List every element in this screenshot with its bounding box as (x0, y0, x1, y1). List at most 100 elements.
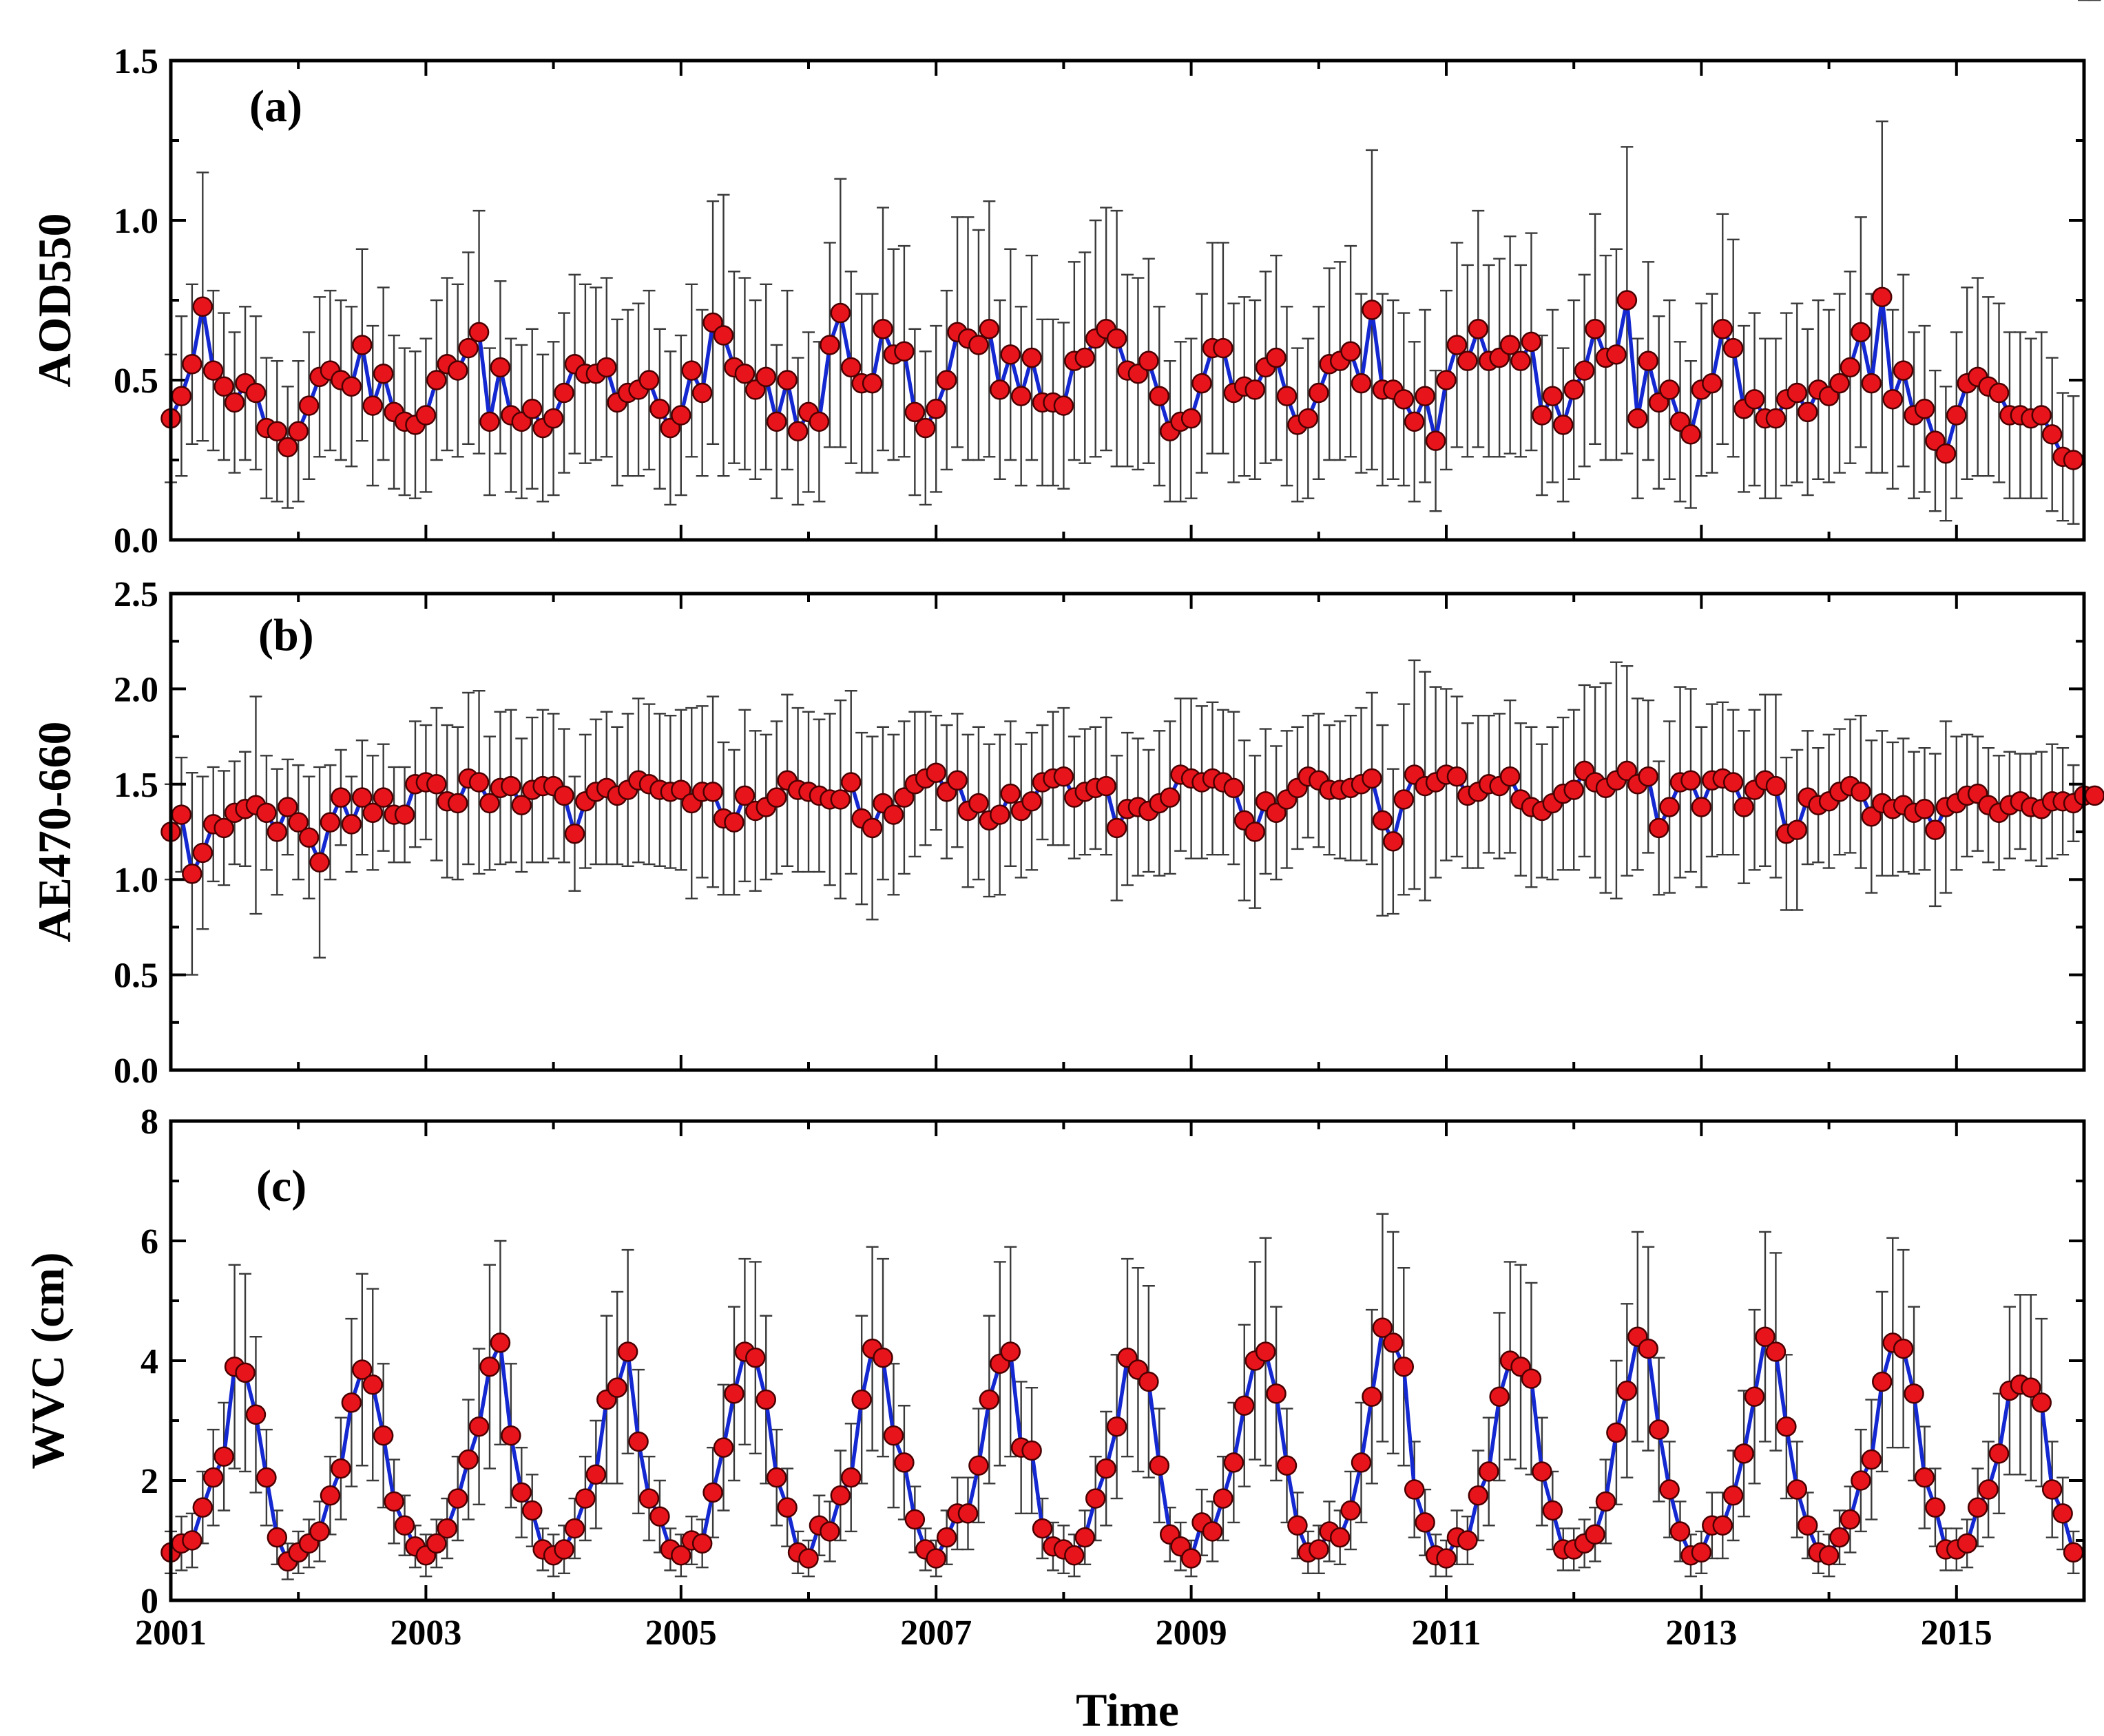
panel-a-data-point (1074, 347, 1096, 368)
panel-a-data-point (1553, 415, 1574, 435)
panel-c-data-point (1722, 1485, 1744, 1506)
panel-b-data-point (968, 793, 989, 814)
panel-c-data-point (1255, 1341, 1276, 1362)
panel-c-data-point (468, 1416, 490, 1437)
panel-c-data-point (309, 1521, 330, 1542)
panel-a-data-point (479, 411, 500, 432)
panel-c-data-point (341, 1392, 362, 1413)
panel-b-data-point (171, 804, 192, 825)
panel-c-data-point (331, 1458, 351, 1479)
panel-b-ytick-label: 0.0 (114, 1052, 158, 1091)
panel-a-data-point (1946, 405, 1967, 426)
panel-a-data-point (1404, 411, 1425, 432)
panel-c-data-point (1988, 1443, 2010, 1464)
panel-a-data-point (2063, 450, 2084, 470)
panel-a-data-point (1893, 360, 1914, 381)
panel-a-data-point (1914, 399, 1935, 419)
panel-b-data-point (1000, 783, 1021, 804)
panel-c-data-point (1489, 1386, 1510, 1407)
panel-c-data-point (691, 1533, 713, 1554)
panel-a-data-point (766, 411, 787, 432)
panel-c-data-point (1595, 1491, 1616, 1512)
panel-c-data-point (1606, 1422, 1627, 1443)
panel-a-data-point (756, 366, 777, 388)
panel-a-data-point (1340, 341, 1361, 362)
panel-b-series-line (169, 768, 2095, 876)
panel-c-data-point (1106, 1416, 1127, 1437)
panel-c-data-point (1659, 1479, 1680, 1500)
panel-c-data-point (798, 1548, 819, 1569)
panel-a-data-point (352, 335, 373, 355)
panel-b-data-point (373, 787, 394, 808)
panel-c-data-point (1276, 1455, 1298, 1476)
panel-a-data-point (1563, 379, 1584, 400)
panel-a-data-point (830, 302, 851, 324)
panel-c-data-point (1776, 1416, 1797, 1437)
panel-a-markers (160, 286, 2084, 470)
panel-a-data-point (1829, 373, 1850, 394)
panel-b-data-point (564, 824, 585, 844)
panel-b-data-point (331, 787, 351, 808)
panel-c-data-point (894, 1452, 915, 1473)
panel-b-data-point (1563, 780, 1584, 800)
panel-c-ytick-label: 0 (140, 1582, 158, 1621)
panel-b-data-point (213, 817, 234, 839)
panel-b-data-point (862, 817, 883, 839)
panel-a-data-point (1638, 351, 1658, 371)
panel-c-data-point (2041, 1479, 2063, 1500)
panel-a-data-point (1542, 386, 1563, 406)
panel-c-data-point (936, 1527, 957, 1548)
panel-b-data-point (1223, 777, 1244, 799)
panel-c-data-point (1457, 1530, 1478, 1551)
panel-a-data-point (873, 319, 893, 339)
panel-b-ytick-label: 1.5 (114, 766, 158, 805)
panel-c-data-point (1213, 1488, 1233, 1509)
panel-b-data-point (352, 787, 373, 808)
panel-c-data-point (1638, 1338, 1658, 1359)
panel-c-data-point (1404, 1479, 1425, 1500)
x-axis-label: Time (1076, 1684, 1179, 1736)
panel-b-data-point (947, 770, 968, 791)
panel-b-ytick-label: 1.0 (114, 861, 158, 900)
panel-b-data-point (1914, 799, 1935, 819)
panel-a-errorbars (165, 120, 2080, 525)
panel-b-data-point (320, 812, 341, 833)
panel-a-data-point (681, 360, 702, 381)
panel-a-data-point (777, 370, 798, 390)
panel-b-data-point (1765, 775, 1787, 797)
panel-c-data-point (926, 1548, 946, 1569)
panel-a-data-point (426, 370, 447, 390)
panel-c-data-point (1436, 1548, 1457, 1569)
panel-b-markers (160, 760, 2104, 884)
panel-b-data-point (468, 772, 490, 793)
panel-a-data-point (362, 395, 383, 416)
panel-b-data-point (1861, 806, 1882, 827)
panel-c-data-point (1085, 1488, 1106, 1509)
panel-b-data-point (1733, 797, 1754, 817)
panel-c-data-point (256, 1467, 277, 1488)
panel-a-data-point (2031, 405, 2052, 426)
panel-c-data-point (1840, 1509, 1861, 1530)
panel-c-data-point (1309, 1539, 1329, 1560)
panel-b-data-point (1372, 810, 1393, 831)
panel-b-data-point (1638, 766, 1658, 787)
panel-a-data-point (213, 376, 234, 397)
panel-b-data-point (554, 785, 574, 806)
panel-a-data-point (1351, 373, 1372, 394)
panel-a-data-point (468, 322, 490, 343)
panel-c-data-point (671, 1545, 691, 1566)
panel-a-data-point (1180, 408, 1202, 429)
panel-a-data-point (1106, 328, 1127, 349)
panel-a-ylabel: AOD550 (28, 213, 81, 387)
x-tick-label: 2011 (1411, 1613, 1481, 1653)
panel-c-data-point (830, 1485, 851, 1506)
panel-a-data-point (182, 354, 202, 375)
panel-b-data-point (394, 804, 415, 825)
panel-a-data-point (298, 395, 320, 416)
panel-c-data-point (362, 1374, 383, 1395)
panel-a-data-point (1446, 335, 1468, 355)
panel-b-data-point (671, 780, 691, 800)
panel-a-data-point (554, 382, 574, 404)
panel-b-data-point (883, 804, 904, 825)
